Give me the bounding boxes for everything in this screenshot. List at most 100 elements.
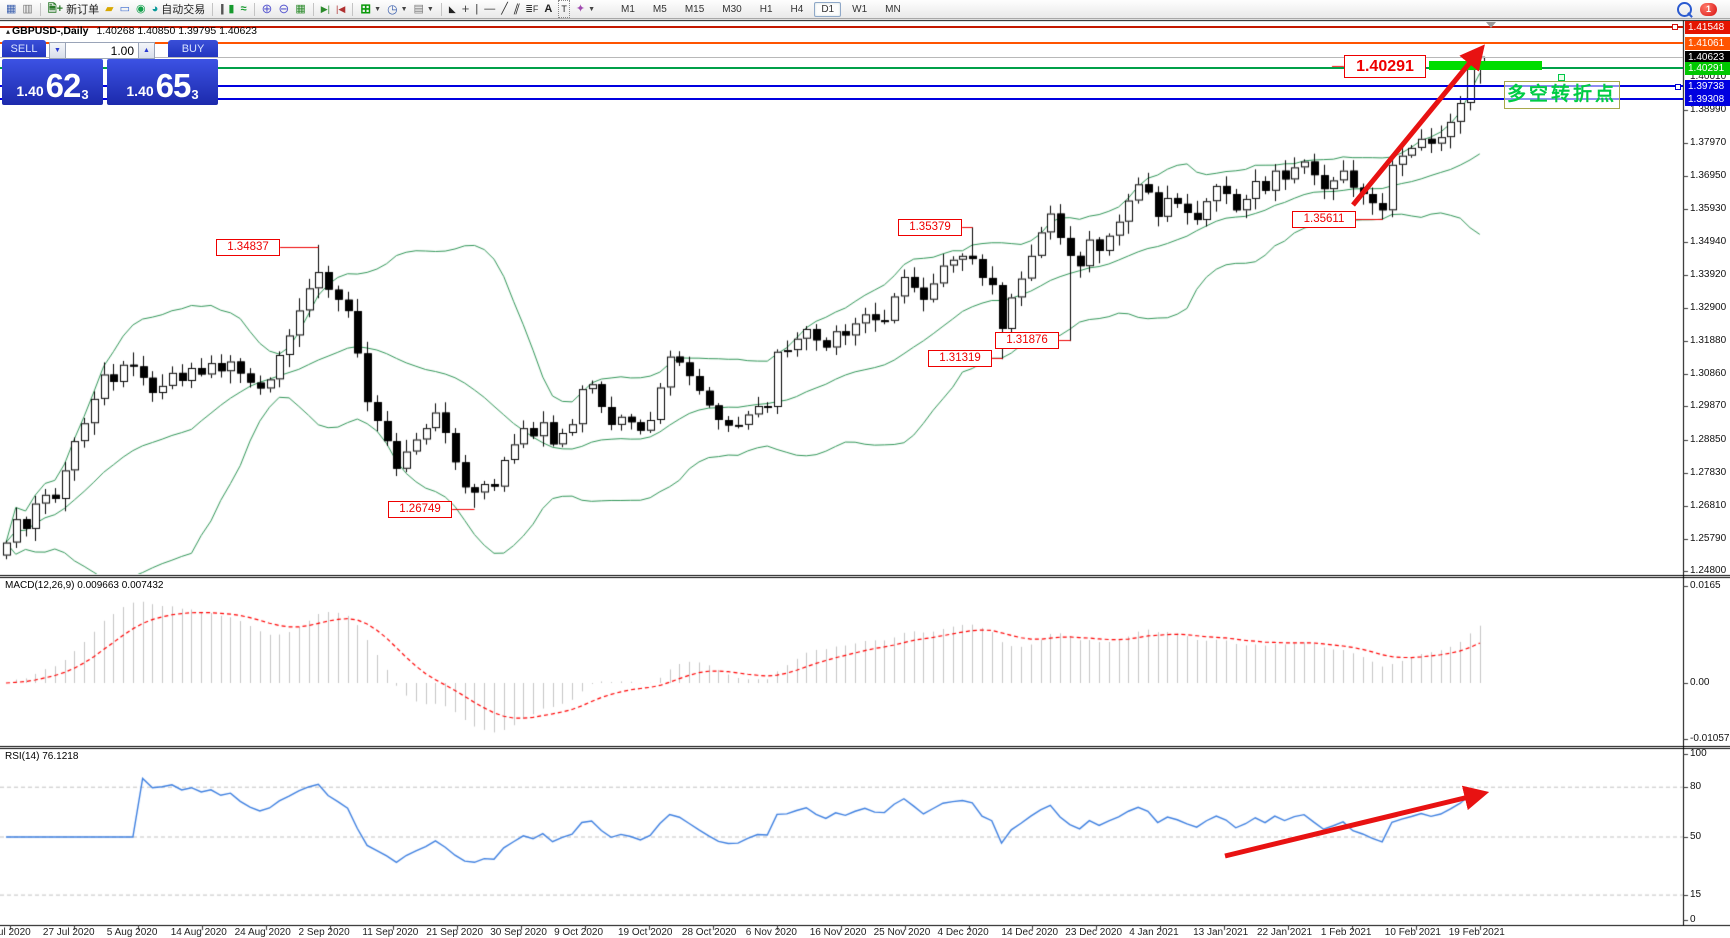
- line-handle-red[interactable]: [1672, 24, 1678, 30]
- search-icon[interactable]: [1677, 1, 1692, 17]
- notification-badge[interactable]: 1: [1700, 2, 1717, 16]
- chart-window-marker-icon: ▴: [6, 27, 11, 36]
- vertical-line-icon[interactable]: |: [475, 3, 479, 15]
- timeframe-w1[interactable]: W1: [852, 3, 868, 15]
- timeframe-h1[interactable]: H1: [759, 3, 773, 15]
- price-callout-1.31319[interactable]: 1.31319: [928, 350, 992, 367]
- horizontal-line-1.39308[interactable]: [0, 98, 1683, 100]
- auto-trading-button[interactable]: ◕ 自动交易: [151, 3, 206, 16]
- date-label: 19 Oct 2020: [618, 927, 673, 938]
- price-callout-1.35379[interactable]: 1.35379: [898, 219, 962, 236]
- date-label: 9 Oct 2020: [554, 927, 604, 938]
- publish-icon[interactable]: ▭: [119, 3, 130, 15]
- window-icon[interactable]: ▦: [6, 3, 17, 15]
- price-tick: 1.40010: [1690, 70, 1727, 82]
- text-label-tool-icon[interactable]: T: [555, 0, 573, 18]
- timeframe-mn[interactable]: MN: [885, 3, 901, 15]
- trendline-icon[interactable]: ╱: [501, 3, 508, 15]
- timeframe-m5[interactable]: M5: [652, 3, 667, 15]
- periods-button[interactable]: ◷ ▼: [387, 2, 408, 16]
- price-badge-1.41061: 1.41061: [1685, 36, 1730, 50]
- candlestick-chart-icon[interactable]: ▮: [228, 3, 235, 15]
- highlight-icon[interactable]: ▰: [105, 3, 114, 15]
- rsi-scale-tick: 50: [1690, 831, 1702, 842]
- new-order-label: 新订单: [66, 4, 100, 16]
- sell-price[interactable]: 1.40 62 3: [2, 59, 103, 105]
- timeframe-m15[interactable]: M15: [684, 3, 705, 15]
- fibonacci-icon[interactable]: ≣F: [525, 4, 539, 14]
- indicators-button[interactable]: ⊞ ▼: [360, 1, 382, 16]
- rsi-scale-tick: 80: [1690, 781, 1702, 793]
- toolbar-separator: [312, 2, 314, 16]
- toolbar-separator: [440, 2, 442, 16]
- price-tick: 1.32900: [1690, 301, 1727, 313]
- chart-shift-icon[interactable]: |◀: [335, 4, 346, 14]
- volume-input[interactable]: [66, 42, 138, 59]
- chart-title: ▴ GBPUSD-,Daily 1.40268 1.40850 1.39795 1.…: [6, 25, 257, 37]
- timeframe-d1[interactable]: D1: [814, 1, 842, 17]
- signal-icon[interactable]: ◉: [135, 3, 146, 15]
- date-label: 14 Aug 2020: [170, 927, 227, 938]
- price-tick: 1.24800: [1690, 565, 1727, 577]
- toolbar-separator: [253, 2, 255, 16]
- date-label: 28 Oct 2020: [681, 927, 737, 938]
- price-tick: 1.35930: [1690, 203, 1727, 215]
- date-label: 16 Nov 2020: [809, 927, 867, 938]
- volume-increase-button[interactable]: ▲: [138, 42, 155, 59]
- horizontal-line-1.40291[interactable]: [0, 67, 1683, 69]
- bar-chart-icon[interactable]: ||: [220, 3, 224, 15]
- date-label: 17 Jul 2020: [0, 927, 31, 938]
- note-handle[interactable]: [1558, 74, 1565, 81]
- date-label: 14 Dec 2020: [1001, 927, 1059, 938]
- chart-ohlc-values: 1.40268 1.40850 1.39795 1.40623: [96, 25, 258, 37]
- support-highlight-bar[interactable]: [1429, 61, 1542, 70]
- horizontal-line-1.41061[interactable]: [0, 42, 1683, 44]
- trend-arrow-rsi[interactable]: [1224, 785, 1490, 859]
- turning-point-note[interactable]: 多空转折点: [1504, 81, 1620, 109]
- horizontal-line-1.41548[interactable]: [0, 26, 1683, 28]
- date-label: 4 Jan 2021: [1129, 927, 1179, 938]
- price-callout-1.26749[interactable]: 1.26749: [388, 501, 452, 518]
- price-tick: 1.28850: [1690, 433, 1727, 445]
- rsi-scale-tick: 0: [1690, 914, 1696, 925]
- price-tick: 1.31880: [1690, 334, 1727, 346]
- templates-button[interactable]: ▤ ▼: [413, 3, 434, 15]
- price-tick: 1.26810: [1690, 499, 1727, 511]
- horizontal-line-icon[interactable]: —: [484, 3, 496, 15]
- timeframe-m30[interactable]: M30: [722, 3, 742, 15]
- sell-button[interactable]: SELL: [2, 40, 46, 57]
- price-callout-1.34837[interactable]: 1.34837: [216, 239, 280, 256]
- chart-shift-marker-icon[interactable]: [1486, 22, 1496, 28]
- volume-decrease-button[interactable]: ▼: [49, 42, 66, 59]
- price-callout-1.35611[interactable]: 1.35611: [1292, 211, 1356, 228]
- price-tick: 1.33920: [1690, 268, 1727, 280]
- print-preview-icon[interactable]: ▥: [22, 3, 33, 15]
- zoom-in-icon[interactable]: ⊕: [261, 1, 273, 16]
- buy-button[interactable]: BUY: [168, 40, 218, 57]
- timeframe-h4[interactable]: H4: [790, 3, 804, 15]
- line-chart-icon[interactable]: ≈: [240, 3, 247, 15]
- cursor-icon[interactable]: ◣: [448, 4, 456, 14]
- buy-price[interactable]: 1.40 65 3: [107, 59, 218, 105]
- horizontal-line-1.40623[interactable]: [0, 56, 1683, 58]
- crosshair-icon[interactable]: +: [461, 1, 470, 16]
- horizontal-line-1.39738[interactable]: [0, 85, 1683, 87]
- tile-windows-icon[interactable]: ▦: [295, 3, 306, 15]
- new-order-button[interactable]: 🗎+ 新订单: [47, 3, 100, 16]
- text-tool-icon[interactable]: A: [544, 3, 553, 15]
- chart-symbol-period: GBPUSD-,Daily: [12, 25, 89, 37]
- zoom-out-icon[interactable]: ⊖: [278, 1, 290, 16]
- price-callout-1.40291[interactable]: 1.40291: [1344, 55, 1426, 78]
- timeframe-m1[interactable]: M1: [621, 3, 635, 15]
- auto-scroll-icon[interactable]: ▶|: [320, 4, 330, 14]
- equidistant-channel-icon[interactable]: ∥: [511, 3, 522, 15]
- arrows-tool-icon[interactable]: ✦ ▼: [575, 3, 596, 15]
- price-badge-1.40623: 1.40623: [1685, 50, 1730, 64]
- date-label: 21 Sep 2020: [426, 927, 484, 938]
- price-callout-1.31876[interactable]: 1.31876: [995, 332, 1059, 349]
- trend-arrow-price[interactable]: [1351, 44, 1485, 207]
- line-handle-blue[interactable]: [1675, 84, 1681, 90]
- volume-stepper: ▼ ▲: [49, 42, 155, 59]
- date-label: 27 Jul 2020: [42, 927, 95, 938]
